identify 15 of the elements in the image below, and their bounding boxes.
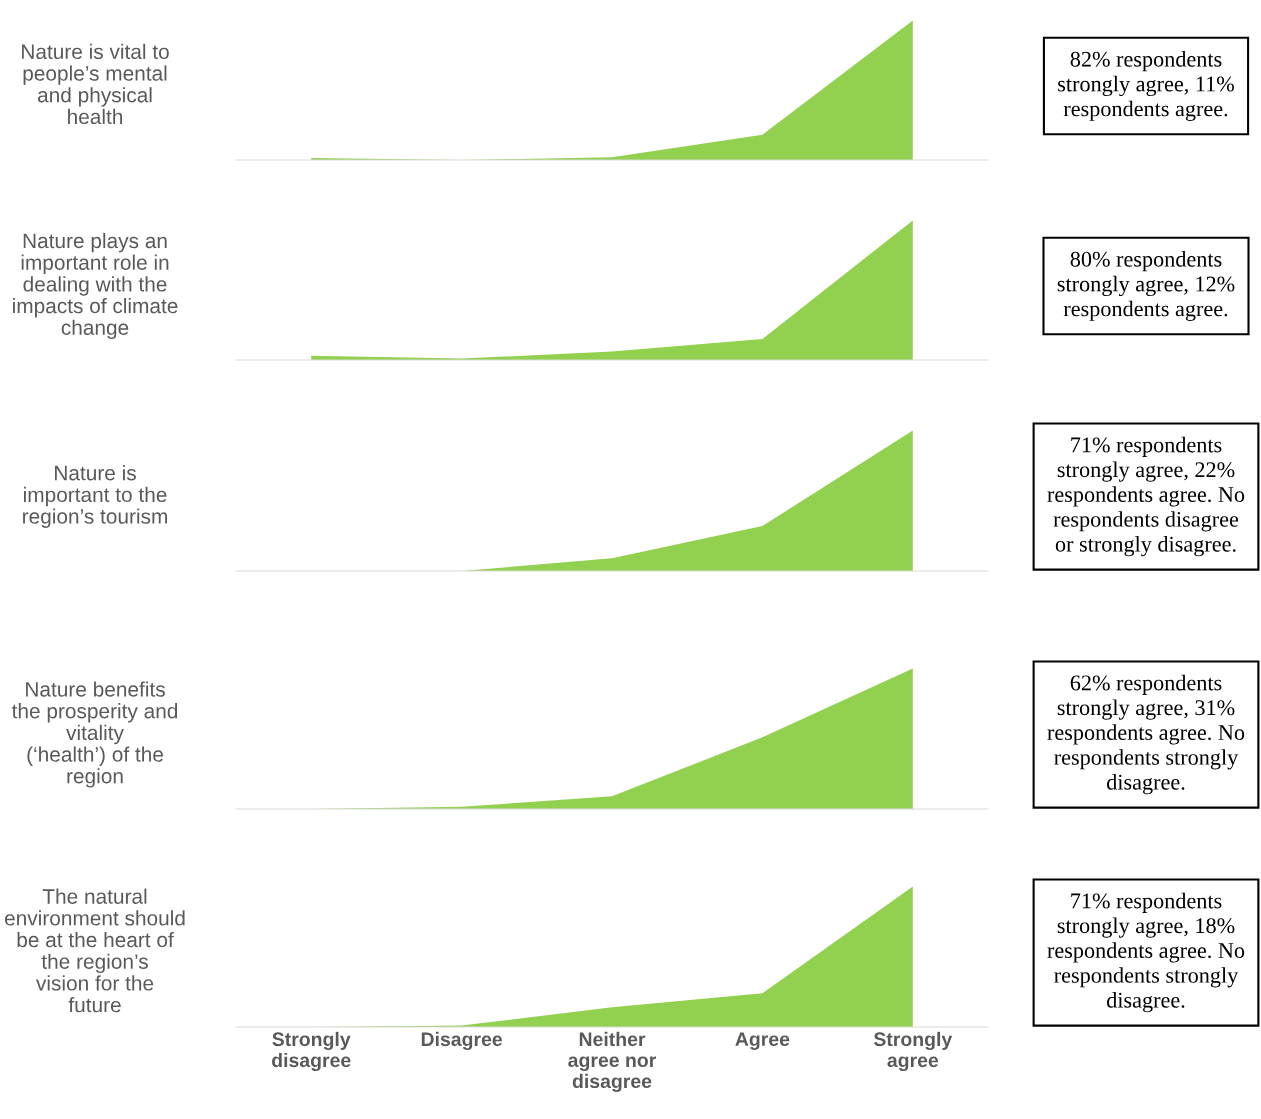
x-tick-label: Strongly disagree	[272, 1031, 351, 1072]
text: Nature is important to the region’s tourism	[23, 465, 167, 528]
x-tick-label: Neither agree nor disagree	[568, 1031, 657, 1093]
x-tick-label: Disagree	[421, 1031, 503, 1051]
text: 80% respondents strongly agree, 12% respondents agree.	[1057, 251, 1235, 321]
text: Nature benefits the prosperity and vitality (‘health’) of the region	[11, 681, 178, 788]
text: 82% respondents strongly agree, 11% respondents agree.	[1058, 51, 1234, 121]
x-tick-label: Agree	[735, 1032, 790, 1050]
x-tick-label: Strongly agree	[873, 1031, 953, 1072]
text: 71% respondents strongly agree, 18% respondents agree. No respondents strongly disagree.	[1047, 892, 1245, 1013]
text: The natural environment should be at the heart of the region’s vision for the future	[4, 888, 185, 1013]
text: 71% respondents strongly agree, 22% respondents agree. No respondents disagree or strongly disagree.	[1047, 436, 1245, 557]
text: 62% respondents strongly agree, 31% respondents agree. No respondents strongly disagree.	[1047, 674, 1245, 795]
text: Nature plays an important role in dealing with the impacts of climate change	[13, 232, 178, 340]
text: Nature is vital to people’s mental and physical health	[22, 43, 169, 125]
